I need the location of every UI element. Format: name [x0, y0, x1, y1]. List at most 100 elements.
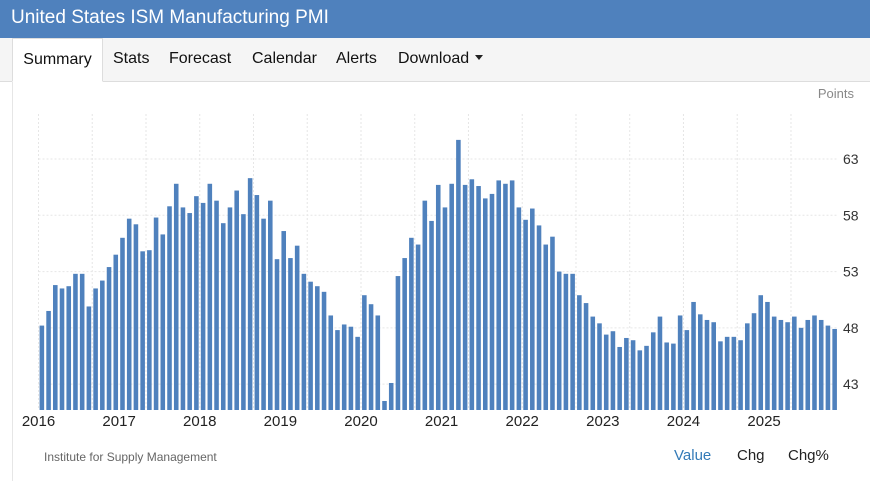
bar — [100, 280, 105, 410]
y-tick-label: 48 — [843, 320, 859, 336]
tab-calendar-label: Calendar — [252, 50, 317, 67]
tab-forecast[interactable]: Forecast — [169, 38, 231, 81]
bar — [792, 316, 797, 410]
x-axis-labels: 2016 2017 2018 2019 2020 2021 2022 2023 2024 2025 — [22, 413, 781, 430]
bar — [556, 271, 562, 410]
y-tick-label: 58 — [843, 207, 859, 223]
tab-calendar[interactable]: Calendar — [252, 38, 317, 81]
chart-panel — [12, 82, 870, 481]
bar — [368, 304, 374, 410]
bar — [274, 259, 280, 410]
bar — [745, 323, 750, 410]
bar — [577, 295, 582, 410]
bar — [610, 331, 616, 410]
tab-forecast-label: Forecast — [169, 50, 232, 67]
bar — [254, 195, 260, 410]
bar — [120, 237, 125, 410]
bar — [187, 213, 192, 410]
bar — [731, 336, 737, 410]
bar — [825, 325, 831, 410]
bar — [469, 179, 475, 410]
bar — [46, 310, 51, 410]
bar — [429, 220, 434, 410]
bar — [388, 382, 394, 410]
bar — [288, 258, 293, 410]
bar — [751, 313, 757, 410]
bar — [650, 332, 656, 410]
bar — [395, 276, 401, 410]
bar — [442, 207, 448, 410]
bar — [234, 190, 239, 410]
bar — [718, 341, 723, 410]
title-bar: United States ISM Manufacturing PMI — [0, 0, 870, 38]
bar — [79, 273, 85, 410]
bar — [180, 207, 186, 410]
bar — [402, 258, 407, 410]
bar — [778, 319, 784, 410]
bar — [812, 315, 817, 410]
bar — [126, 218, 132, 410]
bar — [805, 319, 811, 410]
bar — [39, 325, 45, 410]
tab-alerts-label: Alerts — [336, 50, 377, 67]
bar — [321, 291, 327, 410]
tab-download-label: Download — [398, 50, 470, 67]
x-tick-label: 2019 — [264, 413, 297, 430]
bar — [113, 254, 119, 410]
y-tick-label: 53 — [843, 264, 859, 280]
bar — [644, 345, 649, 410]
bar — [691, 301, 696, 410]
bar — [785, 322, 790, 410]
bar — [268, 200, 273, 410]
bar — [382, 400, 387, 410]
bar — [563, 273, 569, 410]
chgpct-mode-link[interactable]: Chg% — [788, 447, 829, 464]
bar — [523, 219, 528, 410]
bar — [818, 319, 824, 410]
bar — [657, 316, 663, 410]
bar — [53, 285, 58, 410]
chg-mode-link[interactable]: Chg — [737, 447, 765, 464]
bar — [503, 183, 508, 410]
bar — [711, 322, 716, 410]
bar — [597, 323, 602, 410]
bar — [167, 206, 172, 410]
bar — [281, 231, 287, 410]
bar — [66, 286, 72, 410]
bar — [550, 236, 555, 410]
x-tick-label: 2017 — [102, 413, 135, 430]
bar — [590, 316, 596, 410]
source-label: Institute for Supply Management — [44, 450, 217, 464]
bar — [375, 315, 381, 410]
bar — [153, 217, 159, 410]
bar — [173, 183, 179, 410]
bar — [704, 319, 710, 410]
tab-download[interactable]: Download — [398, 38, 484, 81]
bar — [335, 330, 340, 410]
bar — [462, 184, 468, 410]
bar — [637, 350, 643, 410]
bar — [409, 237, 414, 410]
bar — [630, 340, 636, 410]
bar — [456, 139, 461, 410]
bar — [315, 286, 320, 410]
bar — [476, 186, 481, 410]
tab-alerts[interactable]: Alerts — [336, 38, 377, 81]
bar — [133, 224, 139, 410]
bar — [435, 184, 441, 410]
bar — [261, 218, 266, 410]
bar — [194, 196, 199, 410]
bar — [832, 328, 837, 410]
tab-summary-label: Summary — [23, 51, 92, 68]
bar — [798, 327, 804, 410]
tab-summary[interactable]: Summary — [12, 38, 103, 82]
tab-stats[interactable]: Stats — [113, 38, 149, 81]
bar — [207, 183, 213, 410]
caret-down-icon — [475, 55, 484, 61]
bar — [59, 288, 65, 410]
bar — [93, 288, 98, 410]
x-tick-label: 2023 — [586, 413, 619, 430]
x-tick-label: 2018 — [183, 413, 216, 430]
value-mode-link[interactable]: Value — [674, 447, 712, 464]
bar — [348, 326, 354, 410]
